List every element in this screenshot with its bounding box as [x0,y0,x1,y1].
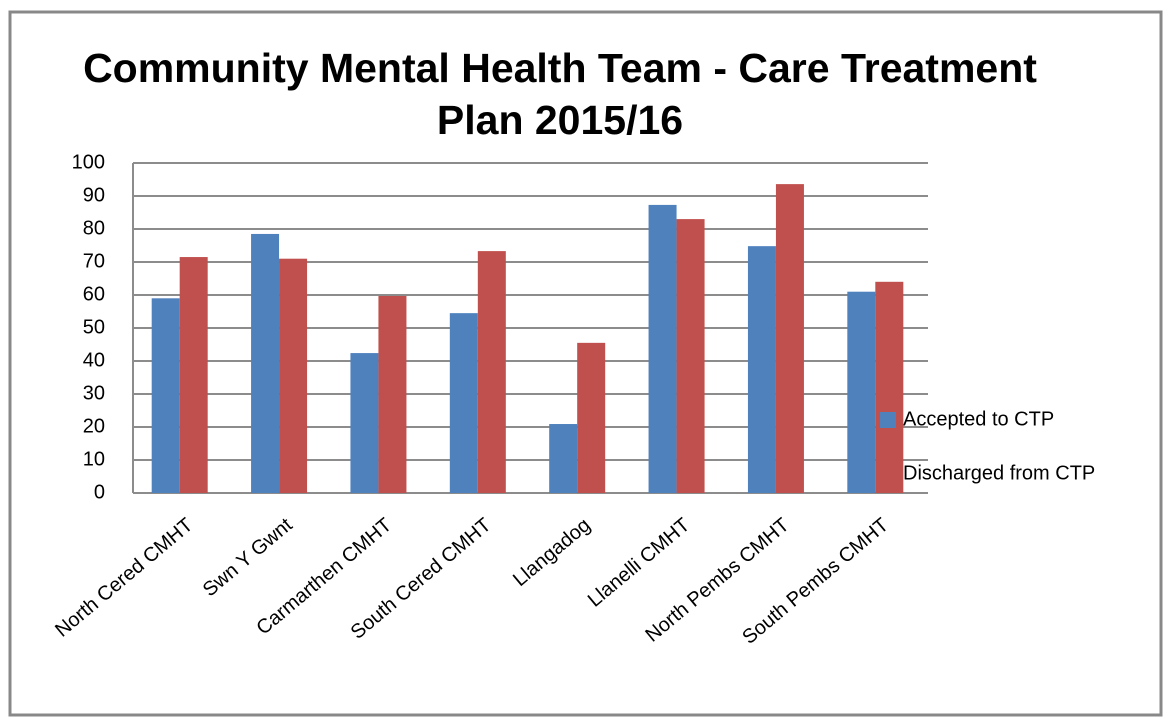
bar [449,313,478,493]
chart-border [8,10,1163,717]
bar [549,424,578,493]
bar [775,184,804,493]
legend-swatch [880,412,896,428]
bar [747,246,776,493]
y-tick-label: 10 [83,448,105,470]
bar [179,257,208,493]
y-tick-label: 90 [83,184,105,206]
y-tick-label: 0 [94,481,105,503]
bar [279,258,308,493]
y-tick-label: 80 [83,217,105,239]
x-tick-label: North Cered CMHT [51,514,197,642]
y-tick-label: 60 [83,283,105,305]
y-tick-label: 100 [72,151,105,173]
y-tick-label: 20 [83,415,105,437]
y-tick-label: 50 [83,316,105,338]
y-tick-label: 70 [83,250,105,272]
bar [477,251,506,493]
bar [648,204,677,493]
y-tick-label: 40 [83,349,105,371]
x-tick-label: Llanelli CMHT [584,514,694,612]
bar [875,281,904,493]
bar [350,353,379,493]
bar [577,342,606,493]
bar [251,233,280,493]
y-tick-label: 30 [83,382,105,404]
legend-label: Accepted to CTP [903,408,1054,430]
bar [378,295,407,493]
bar [847,291,876,493]
bar [151,298,180,493]
x-tick-label: Swn Y Gwnt [199,514,297,601]
chart-title: Community Mental Health Team - Care Trea… [83,45,1037,143]
bar [676,219,705,493]
legend-swatch [880,466,896,482]
legend-label: Discharged from CTP [903,462,1095,484]
x-tick-label: Llangadog [509,514,595,591]
